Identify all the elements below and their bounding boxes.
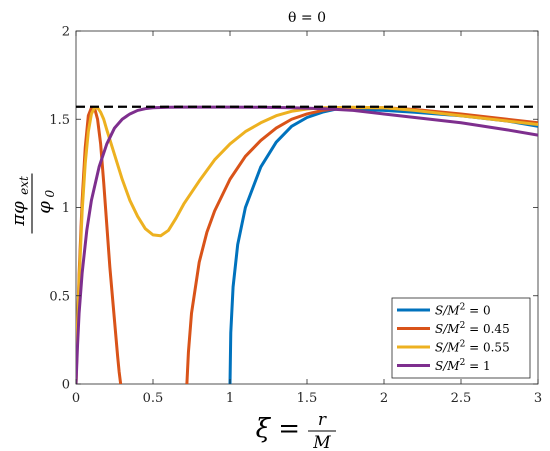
x-label-denominator: M	[312, 433, 331, 451]
y-tick-label: 0.5	[49, 289, 70, 304]
x-tick-label: 1	[226, 391, 234, 406]
y-tick-label: 2	[62, 25, 70, 40]
legend-label-3: S/M2 = 0.55	[435, 340, 510, 355]
legend: S/M2 = 0 S/M2 = 0.45 S/M2 = 0.55 S/M2 = 1	[391, 297, 531, 379]
legend-label-4: S/M2 = 1	[435, 358, 491, 373]
x-label-lhs: ξ =	[256, 414, 300, 444]
y-label-numerator-sub: ext	[17, 176, 31, 195]
y-label-denominator-sub: 0	[43, 190, 57, 198]
y-tick-label: 0	[62, 378, 70, 393]
x-tick-label: 3	[534, 391, 542, 406]
legend-label-2: S/M2 = 0.45	[435, 321, 510, 336]
x-tick-label: 2.5	[451, 391, 472, 406]
x-axis-label: ξ = rM	[256, 410, 336, 451]
x-tick-label: 0.5	[143, 391, 164, 406]
ticks-layer: 0 0.5 1 1.5 2 2.5 3 0 0.5 1 1.5 2	[49, 25, 542, 407]
chart-title: θ = 0	[288, 10, 326, 26]
y-tick-label: 1.5	[49, 113, 70, 128]
x-tick-label: 1.5	[297, 391, 318, 406]
x-tick-label: 2	[380, 391, 388, 406]
y-label-numerator: πφ	[8, 201, 29, 227]
plot-area: 0 0.5 1 1.5 2 2.5 3 0 0.5 1 1.5 2	[49, 25, 542, 407]
legend-label-1: S/M2 = 0	[435, 303, 491, 318]
y-label-denominator: φ	[34, 201, 55, 214]
y-tick-label: 1	[62, 201, 70, 216]
series-layer	[76, 105, 538, 384]
x-tick-label: 0	[72, 391, 80, 406]
x-label-numerator: r	[318, 410, 327, 430]
